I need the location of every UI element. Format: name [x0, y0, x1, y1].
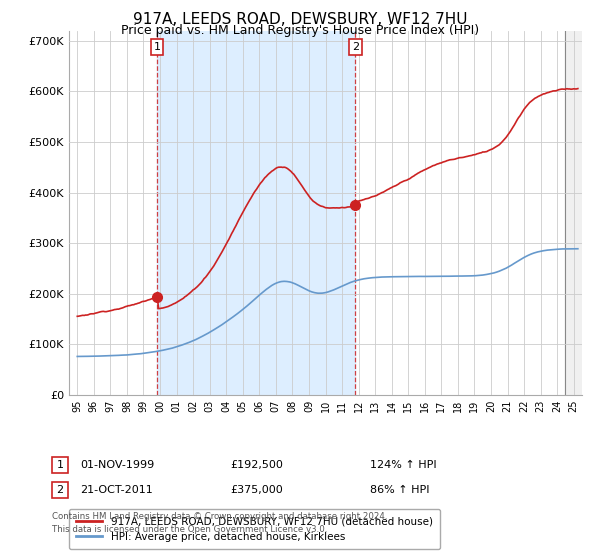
- Text: Contains HM Land Registry data © Crown copyright and database right 2024.
This d: Contains HM Land Registry data © Crown c…: [52, 512, 388, 534]
- Legend: 917A, LEEDS ROAD, DEWSBURY, WF12 7HU (detached house), HPI: Average price, detac: 917A, LEEDS ROAD, DEWSBURY, WF12 7HU (de…: [69, 509, 440, 549]
- Text: 01-NOV-1999: 01-NOV-1999: [80, 460, 154, 470]
- Bar: [157, 31, 355, 395]
- Text: Price paid vs. HM Land Registry's House Price Index (HPI): Price paid vs. HM Land Registry's House …: [121, 24, 479, 36]
- Text: 1: 1: [56, 460, 64, 470]
- Text: 2: 2: [56, 485, 64, 495]
- Text: £192,500: £192,500: [230, 460, 283, 470]
- FancyBboxPatch shape: [52, 457, 68, 473]
- FancyBboxPatch shape: [52, 482, 68, 498]
- Text: 2: 2: [352, 42, 359, 52]
- Text: £375,000: £375,000: [230, 485, 283, 495]
- Text: 1: 1: [154, 42, 161, 52]
- Text: 86% ↑ HPI: 86% ↑ HPI: [370, 485, 430, 495]
- Text: 124% ↑ HPI: 124% ↑ HPI: [370, 460, 437, 470]
- Text: 917A, LEEDS ROAD, DEWSBURY, WF12 7HU: 917A, LEEDS ROAD, DEWSBURY, WF12 7HU: [133, 12, 467, 27]
- Bar: [565, 31, 582, 395]
- Text: 21-OCT-2011: 21-OCT-2011: [80, 485, 153, 495]
